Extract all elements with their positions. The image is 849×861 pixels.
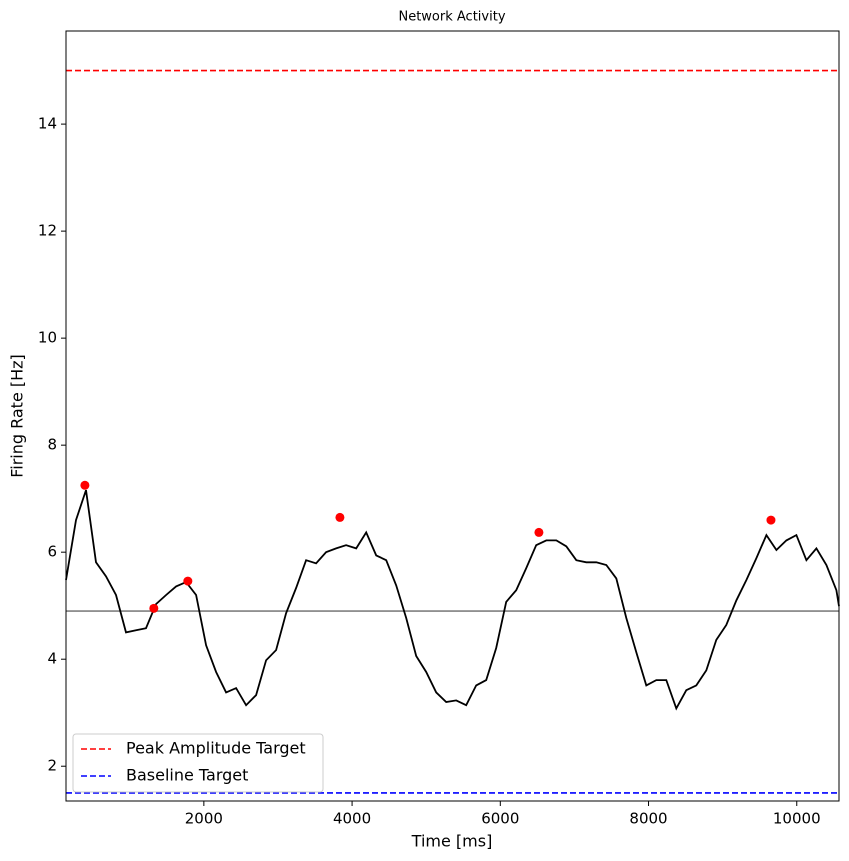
peak-marker (80, 480, 90, 490)
x-tick-label: 10000 (773, 810, 821, 828)
y-tick-label: 6 (47, 543, 57, 561)
legend-label: Peak Amplitude Target (126, 739, 306, 758)
y-tick-label: 2 (47, 757, 57, 775)
chart-title: Network Activity (398, 10, 505, 25)
y-tick-label: 10 (38, 329, 57, 347)
plot-frame (65, 30, 840, 802)
peak-marker (335, 512, 345, 522)
y-tick-label: 4 (47, 650, 57, 668)
y-tick-label: 14 (38, 115, 57, 133)
x-tick-label: 4000 (333, 810, 371, 828)
y-tick-label: 12 (38, 222, 57, 240)
x-tick-label: 8000 (629, 810, 667, 828)
peak-marker (183, 576, 193, 586)
y-axis-label: Firing Rate [Hz] (8, 354, 27, 478)
x-tick-label: 6000 (481, 810, 519, 828)
peak-marker (766, 515, 776, 525)
x-tick-label: 2000 (185, 810, 223, 828)
x-axis-label: Time [ms] (411, 832, 493, 851)
y-tick-label: 8 (47, 436, 57, 454)
peak-marker (534, 527, 544, 537)
legend-label: Baseline Target (126, 766, 248, 785)
peak-marker (149, 603, 159, 613)
data-line (65, 489, 840, 711)
legend-box (72, 733, 324, 793)
